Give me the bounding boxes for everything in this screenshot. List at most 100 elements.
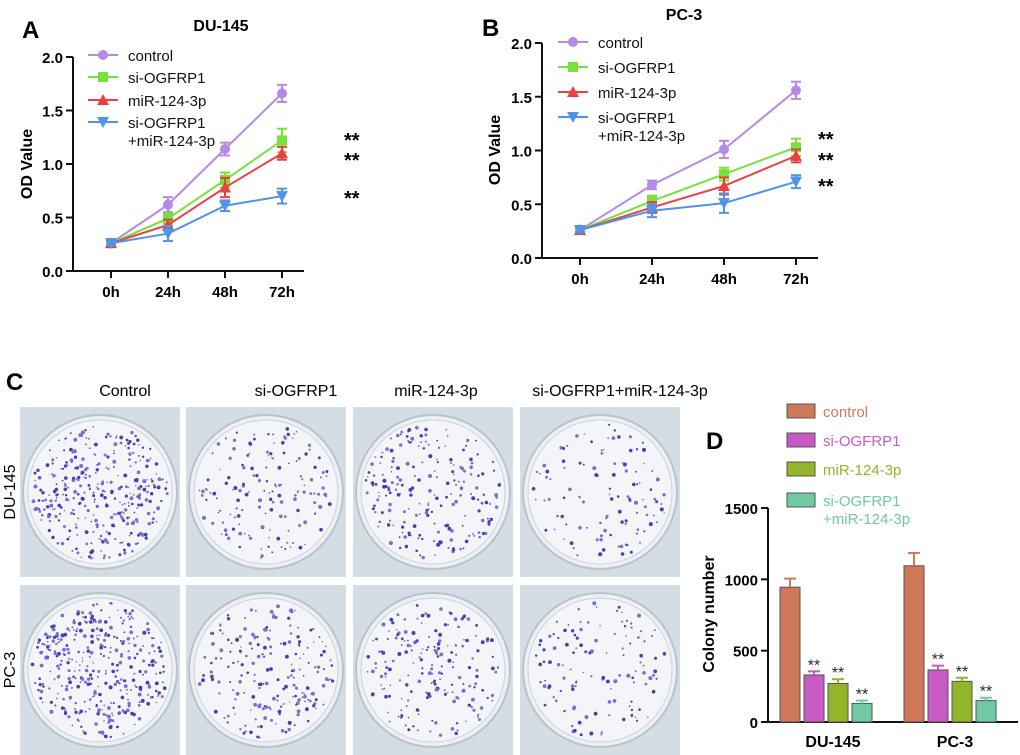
colony-dot: [308, 448, 311, 451]
colony-dot: [579, 733, 583, 737]
colony-dot: [623, 625, 627, 628]
colony-dot: [609, 533, 612, 537]
colony-dot: [109, 602, 112, 605]
colony-dot: [280, 705, 283, 708]
colony-dot: [620, 552, 625, 556]
colony-dot: [253, 636, 257, 640]
colony-dot: [251, 695, 256, 699]
x-tick-label: 0h: [102, 284, 120, 301]
colony-dot: [481, 472, 485, 476]
colony-dot: [628, 435, 633, 439]
colony-dot: [276, 604, 280, 609]
colony-dot: [72, 675, 75, 679]
significance-label: **: [818, 129, 834, 151]
colony-dot: [205, 498, 208, 501]
colony-dot: [388, 502, 392, 507]
colony-dot: [68, 695, 73, 700]
colony-dot: [103, 496, 107, 500]
colony-dot: [410, 645, 412, 647]
colony-dot: [155, 520, 158, 523]
colony-dot: [400, 697, 403, 700]
colony-dot: [51, 535, 55, 540]
colony-dot: [620, 520, 624, 524]
colony-dot: [246, 454, 250, 457]
colony-dot: [148, 459, 151, 461]
colony-dot: [566, 444, 569, 447]
colony-dot: [68, 529, 72, 533]
colony-column-label: Control: [99, 383, 151, 400]
colony-dot: [151, 521, 154, 524]
colony-dot: [197, 682, 202, 686]
colony-dot: [92, 621, 94, 624]
colony-dot: [249, 536, 253, 540]
colony-dot: [134, 434, 137, 438]
colony-dot: [89, 673, 93, 677]
colony-dot: [73, 449, 77, 453]
colony-dot: [296, 709, 301, 714]
colony-dot: [92, 669, 95, 673]
colony-dot: [98, 692, 102, 697]
colony-dot: [125, 612, 127, 614]
colony-dot: [44, 643, 46, 646]
data-point: [790, 176, 802, 188]
colony-dot: [106, 481, 108, 483]
colony-dot: [130, 616, 133, 618]
colony-dot: [147, 522, 151, 526]
colony-dot: [118, 711, 121, 714]
colony-dot: [158, 649, 162, 653]
colony-dot: [433, 470, 436, 473]
colony-dot: [283, 515, 287, 518]
y-axis-label: OD Value: [487, 115, 504, 185]
colony-dot: [127, 504, 130, 507]
colony-dot: [136, 635, 138, 638]
colony-dot: [421, 537, 424, 541]
colony-dot: [147, 694, 149, 696]
colony-dot: [58, 512, 62, 516]
colony-dot: [481, 518, 485, 523]
colony-dot: [112, 465, 115, 468]
legend-marker: [568, 62, 578, 72]
colony-dot: [398, 478, 403, 482]
colony-dot: [94, 442, 98, 447]
colony-dot: [119, 640, 122, 642]
significance-label: **: [932, 652, 944, 669]
colony-dot: [201, 678, 205, 683]
colony-dot: [315, 707, 317, 710]
colony-dot: [92, 494, 96, 498]
colony-dot: [68, 657, 71, 660]
colony-dot: [52, 474, 56, 478]
colony-dot: [40, 519, 42, 521]
colony-dot: [133, 672, 136, 675]
colony-dot: [663, 512, 665, 514]
colony-dot: [30, 662, 35, 667]
colony-dot: [469, 457, 473, 462]
colony-plate-photo: [20, 407, 180, 577]
colony-dot: [46, 645, 50, 649]
colony-dot: [314, 666, 317, 669]
colony-dot: [114, 675, 117, 678]
colony-dot: [257, 725, 260, 728]
colony-dot: [65, 684, 69, 688]
data-point: [719, 169, 729, 180]
colony-dot: [390, 466, 393, 468]
colony-dot: [82, 730, 85, 733]
colony-dot: [78, 433, 82, 438]
data-point: [219, 200, 231, 212]
colony-dot: [642, 462, 645, 465]
colony-dot: [447, 546, 450, 549]
colony-dot: [420, 622, 423, 624]
colony-dot: [35, 506, 39, 510]
colony-dot: [565, 523, 568, 526]
colony-column-label: si-OGFRP1: [255, 383, 338, 400]
colony-dot: [468, 684, 472, 688]
colony-dot: [304, 452, 308, 456]
colony-dot: [57, 667, 61, 671]
colony-dot: [241, 463, 244, 467]
colony-dot: [652, 673, 656, 677]
colony-dot: [400, 644, 403, 646]
bar: [779, 586, 801, 723]
colony-dot: [275, 723, 277, 725]
colony-dot: [616, 609, 618, 612]
colony-dot: [381, 622, 386, 627]
colony-dot: [132, 442, 136, 446]
